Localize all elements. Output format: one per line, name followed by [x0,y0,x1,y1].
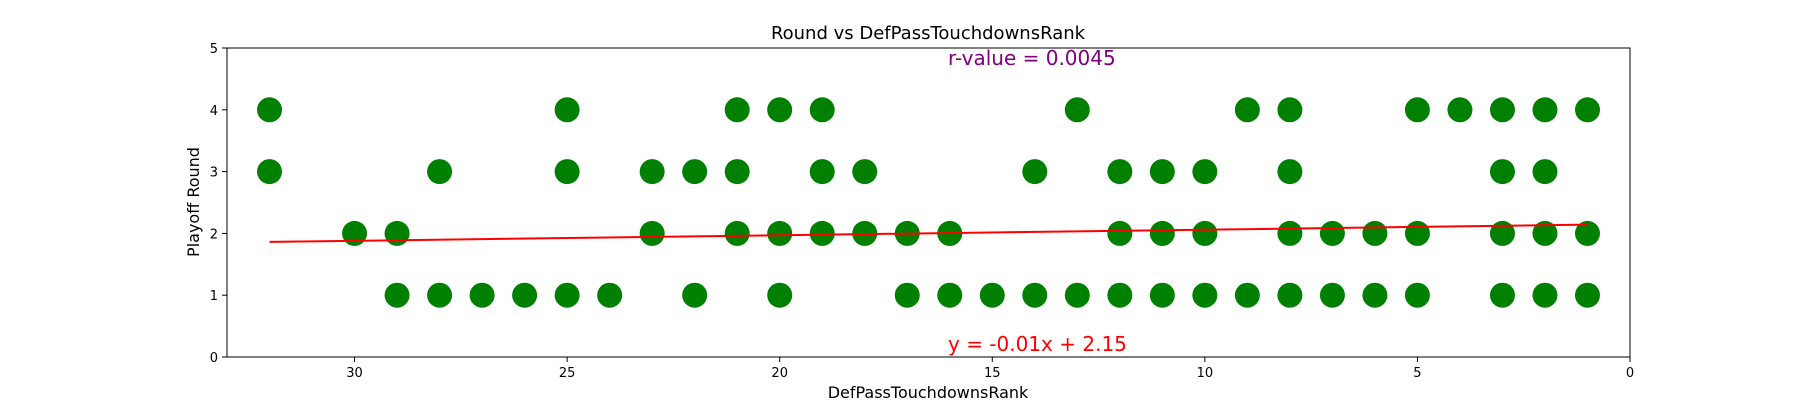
data-point [384,220,410,246]
y-axis-label: Playoff Round [184,147,203,257]
data-point [597,282,623,308]
data-point [1404,97,1430,123]
data-point [1489,282,1515,308]
data-point [1362,220,1388,246]
data-point [1192,282,1218,308]
x-axis-label: DefPassTouchdownsRank [828,383,1029,400]
data-point [1107,282,1133,308]
data-point [1319,282,1345,308]
y-tick-label: 4 [210,104,218,119]
data-point [257,97,283,123]
data-point [852,159,878,185]
data-point [1234,97,1260,123]
data-point [682,159,708,185]
y-axis-ticks: 0 1 2 3 4 5 [210,42,227,366]
data-point [1532,282,1558,308]
data-point [1277,220,1303,246]
data-point [1532,97,1558,123]
data-point [1192,159,1218,185]
data-point [809,159,835,185]
data-point [724,97,750,123]
data-point [979,282,1005,308]
data-point [427,159,453,185]
data-point [682,282,708,308]
data-point [1277,282,1303,308]
data-point [1489,97,1515,123]
data-point [1107,220,1133,246]
x-tick-label: 30 [346,366,363,381]
data-point [1319,220,1345,246]
x-tick-label: 10 [1197,366,1214,381]
data-point [1404,282,1430,308]
data-point [724,159,750,185]
data-point [554,159,580,185]
data-point [1234,282,1260,308]
data-point [1064,282,1090,308]
data-point [554,282,580,308]
r-value-annotation: r-value = 0.0045 [948,46,1116,70]
data-point [512,282,538,308]
data-point [724,220,750,246]
points-layer [257,97,1600,308]
data-point [1489,220,1515,246]
data-point [767,282,793,308]
y-tick-label: 1 [210,289,218,304]
chart-title: Round vs DefPassTouchdownsRank [771,23,1086,44]
data-point [937,282,963,308]
data-point [809,220,835,246]
data-point [1362,282,1388,308]
y-tick-label: 0 [210,351,218,366]
x-tick-label: 15 [984,366,1001,381]
data-point [1532,220,1558,246]
data-point [554,97,580,123]
data-point [1574,282,1600,308]
x-tick-label: 5 [1413,366,1421,381]
data-point [1022,282,1048,308]
data-point [1064,97,1090,123]
data-point [1192,220,1218,246]
x-tick-label: 0 [1626,366,1634,381]
data-point [469,282,495,308]
data-point [1574,97,1600,123]
data-point [767,220,793,246]
data-point [427,282,453,308]
data-point [639,220,665,246]
data-point [1277,97,1303,123]
regression-layer [269,223,1588,243]
data-point [639,159,665,185]
y-tick-label: 5 [210,42,218,57]
data-point [1574,220,1600,246]
data-point [342,220,368,246]
data-point [767,97,793,123]
data-point [1489,159,1515,185]
data-point [1149,220,1175,246]
y-tick-label: 3 [210,166,218,181]
data-point [1149,282,1175,308]
data-point [1277,159,1303,185]
data-point [1149,159,1175,185]
data-point [384,282,410,308]
data-point [1107,159,1133,185]
x-tick-label: 25 [559,366,576,381]
x-tick-label: 20 [771,366,788,381]
data-point [257,159,283,185]
data-point [1532,159,1558,185]
data-point [1404,220,1430,246]
data-point [894,282,920,308]
data-point [1022,159,1048,185]
plot-frame [226,47,1631,358]
x-axis-ticks: 30 25 20 15 10 5 0 [346,357,1634,381]
data-point [809,97,835,123]
regression-line [269,223,1588,243]
regression-equation-annotation: y = -0.01x + 2.15 [948,332,1127,356]
data-point [1447,97,1473,123]
y-tick-label: 2 [210,227,218,242]
